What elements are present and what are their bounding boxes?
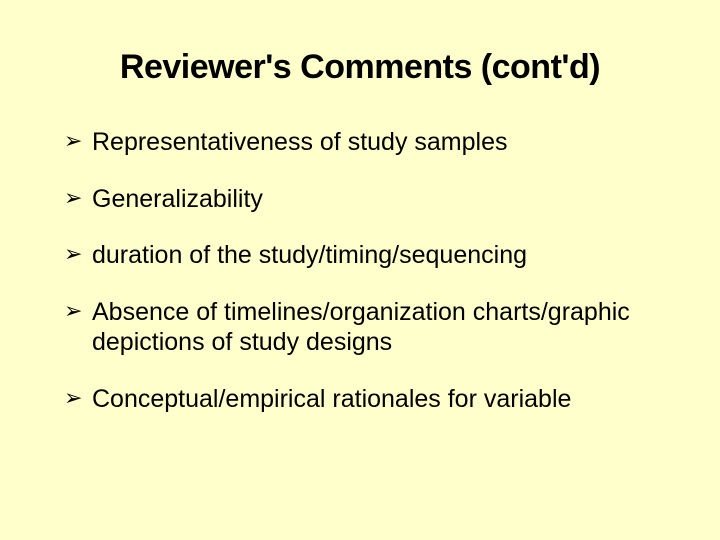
bullet-list: ➢ Representativeness of study samples ➢ … — [56, 127, 664, 414]
list-item: ➢ Conceptual/empirical rationales for va… — [64, 384, 664, 415]
bullet-text: Conceptual/empirical rationales for vari… — [92, 384, 664, 415]
bullet-icon: ➢ — [64, 384, 92, 413]
list-item: ➢ duration of the study/timing/sequencin… — [64, 240, 664, 271]
bullet-icon: ➢ — [64, 297, 92, 326]
slide-title: Reviewer's Comments (cont'd) — [56, 48, 664, 87]
bullet-text: Representativeness of study samples — [92, 127, 664, 158]
bullet-icon: ➢ — [64, 127, 92, 156]
list-item: ➢ Absence of timelines/organization char… — [64, 297, 664, 358]
bullet-icon: ➢ — [64, 240, 92, 269]
list-item: ➢ Representativeness of study samples — [64, 127, 664, 158]
bullet-text: Absence of timelines/organization charts… — [92, 297, 664, 358]
list-item: ➢ Generalizability — [64, 184, 664, 215]
bullet-icon: ➢ — [64, 184, 92, 213]
slide: Reviewer's Comments (cont'd) ➢ Represent… — [0, 0, 720, 540]
bullet-text: duration of the study/timing/sequencing — [92, 240, 664, 271]
bullet-text: Generalizability — [92, 184, 664, 215]
